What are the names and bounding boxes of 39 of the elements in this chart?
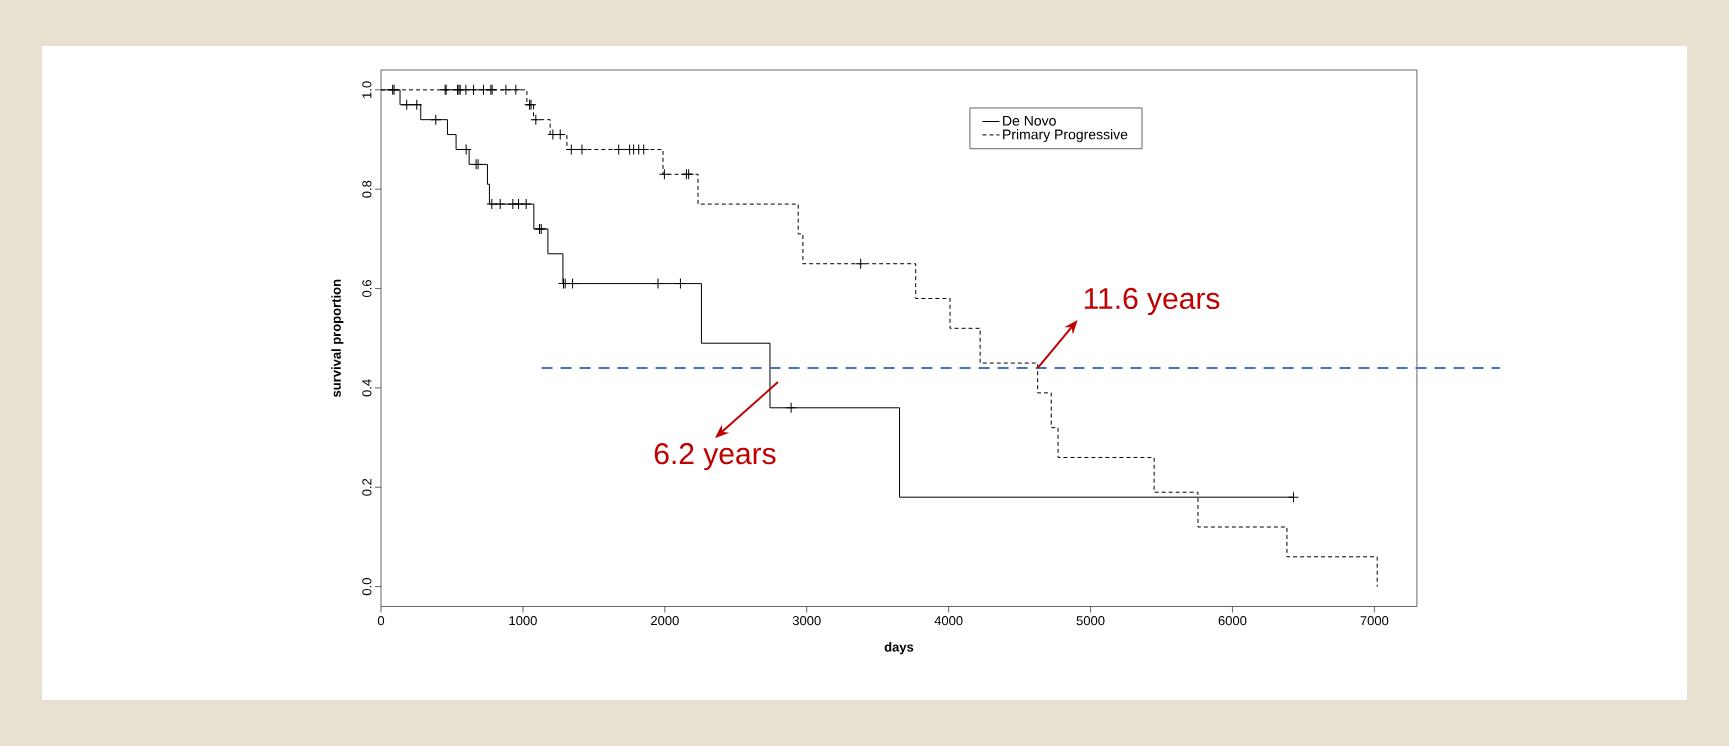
y-axis-title: survival proportion — [331, 279, 344, 398]
x-tick-label: 7000 — [1360, 616, 1389, 626]
point — [530, 114, 541, 125]
x-axis-title: days — [884, 642, 914, 655]
annotation: 6.2 years — [654, 443, 776, 471]
x-tick-label: 0 — [377, 616, 385, 626]
x-tick-label: 1000 — [509, 616, 537, 626]
point — [461, 144, 472, 155]
point — [613, 144, 624, 155]
y-tick-label: 0.0 — [362, 578, 372, 596]
point — [786, 402, 797, 413]
annotation: 11.6 years — [1084, 287, 1220, 316]
x-tick-label: 2000 — [651, 616, 679, 626]
y-tick-label: 0.8 — [362, 180, 372, 198]
point — [659, 169, 670, 180]
point — [495, 199, 506, 210]
point — [855, 258, 866, 269]
point — [500, 84, 511, 95]
legend-label: Primary Progressive — [1003, 129, 1128, 143]
x-tick-label: 4000 — [934, 616, 963, 626]
x-tick-label: 3000 — [792, 616, 821, 626]
point — [430, 114, 441, 125]
point — [576, 144, 587, 155]
point — [401, 99, 412, 110]
point — [411, 99, 422, 110]
point — [468, 84, 479, 95]
point — [521, 199, 532, 210]
point — [675, 278, 686, 289]
x-tick-label: 6000 — [1218, 616, 1247, 626]
y-tick-label: 0.4 — [362, 379, 372, 397]
point — [653, 278, 664, 289]
legend-label: De Novo — [1003, 115, 1056, 126]
y-tick-label: 1.0 — [362, 81, 372, 98]
x-tick-label: 5000 — [1076, 616, 1105, 626]
y-tick-label: 0.2 — [362, 478, 372, 496]
point — [1288, 492, 1299, 503]
point — [510, 84, 521, 95]
y-tick-label: 0.6 — [362, 280, 372, 298]
point — [566, 144, 577, 155]
